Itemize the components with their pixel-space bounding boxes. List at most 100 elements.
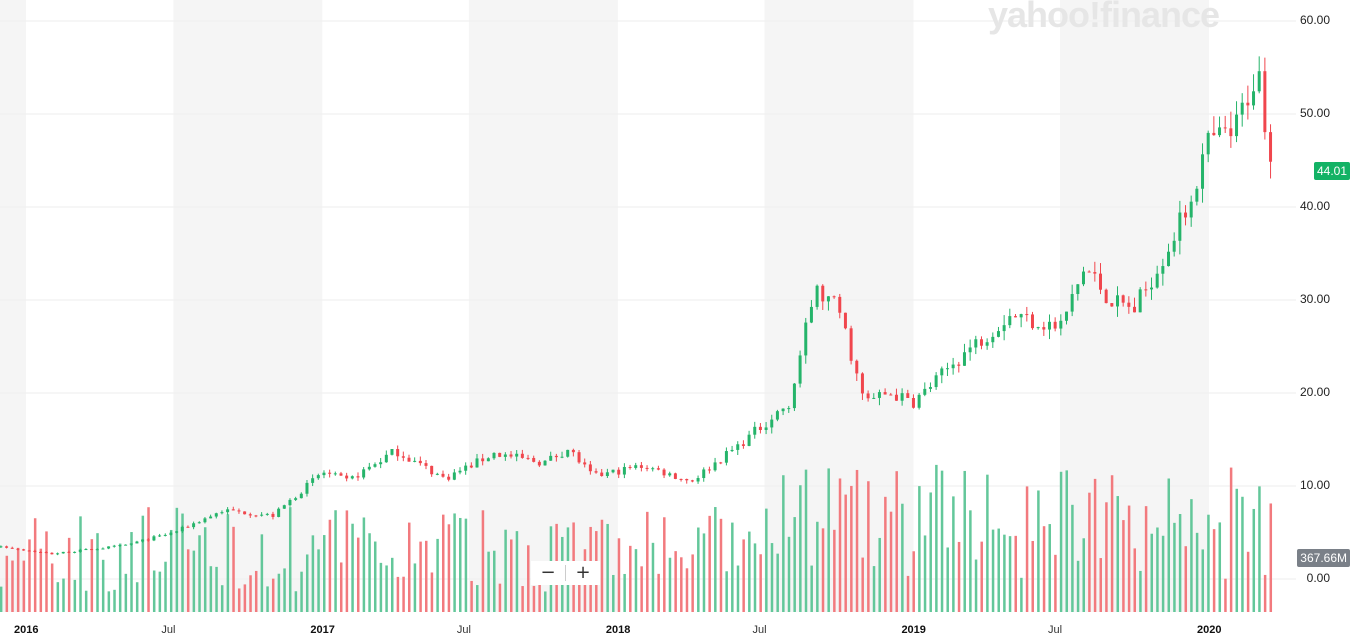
- candle-body: [384, 454, 388, 463]
- volume-bar: [736, 565, 740, 612]
- volume-bar: [527, 545, 530, 612]
- volume-bar: [1059, 471, 1063, 612]
- candle-body: [872, 397, 876, 399]
- candle-body: [724, 451, 728, 463]
- candle-body: [367, 466, 371, 470]
- zoom-separator: [565, 565, 566, 581]
- candle-body: [1155, 273, 1159, 288]
- candle-body: [492, 452, 496, 459]
- volume-bar: [481, 510, 485, 612]
- candle-body: [1150, 287, 1154, 290]
- volume-bar: [850, 485, 853, 612]
- candle-body: [430, 465, 434, 475]
- candle-body: [991, 336, 995, 343]
- volume-bar: [220, 585, 224, 612]
- volume-bar: [753, 543, 757, 612]
- zoom-out-button[interactable]: −: [540, 562, 556, 583]
- volume-bar: [390, 557, 394, 612]
- volume-bar: [407, 522, 411, 612]
- candle-body: [968, 347, 972, 353]
- candle-body: [696, 478, 700, 482]
- volume-bar: [787, 536, 791, 612]
- candle-body: [260, 514, 264, 516]
- volume-bar: [181, 513, 184, 612]
- candle-body: [356, 476, 360, 478]
- volume-bar: [765, 508, 768, 612]
- volume-bar: [1054, 554, 1057, 612]
- y-tick-label: 10.00: [1299, 478, 1330, 492]
- volume-bar: [1116, 496, 1120, 612]
- volume-bar: [833, 529, 836, 612]
- candle-body: [1167, 251, 1171, 267]
- candle-body: [911, 398, 915, 408]
- volume-bar: [1065, 470, 1068, 612]
- volume-bar: [1099, 558, 1102, 612]
- x-tick-label: 2019: [901, 624, 926, 636]
- volume-bar: [612, 574, 615, 612]
- candle-body: [945, 368, 949, 370]
- candle-body: [1206, 132, 1210, 155]
- zoom-in-button[interactable]: +: [575, 562, 591, 583]
- candle-body: [894, 394, 898, 401]
- volume-bar: [356, 537, 360, 612]
- volume-bar: [22, 560, 26, 612]
- candle-body: [1019, 314, 1023, 318]
- volume-bar: [844, 494, 847, 612]
- volume-bar: [1263, 574, 1267, 612]
- candle-body: [141, 539, 145, 542]
- candle-body: [1042, 327, 1046, 330]
- volume-bar: [1269, 503, 1273, 612]
- volume-bar: [67, 537, 71, 612]
- candle-body: [299, 493, 303, 499]
- candle-body: [186, 526, 190, 528]
- candle-body: [1138, 289, 1142, 313]
- volume-bar: [1133, 548, 1137, 612]
- candle-body: [265, 513, 269, 515]
- candle-body: [668, 473, 672, 476]
- x-tick-label: 2017: [310, 624, 335, 636]
- volume-bar: [1144, 506, 1148, 612]
- volume-bar: [680, 557, 683, 612]
- volume-bar: [232, 526, 235, 612]
- shaded-period-band: [0, 0, 26, 612]
- candle-body: [515, 453, 519, 457]
- candle-body: [441, 473, 445, 477]
- candle-body: [373, 464, 377, 467]
- x-tick-label: 2018: [605, 624, 631, 636]
- candle-body: [543, 460, 547, 466]
- candle-body: [520, 453, 524, 458]
- volume-bar: [640, 566, 643, 612]
- candle-body: [923, 388, 927, 395]
- volume-bar: [770, 543, 774, 612]
- candle-body: [1081, 271, 1085, 285]
- volume-bar: [952, 496, 955, 612]
- candle-body: [475, 458, 479, 468]
- volume-bar: [141, 515, 145, 612]
- candle-body: [1212, 132, 1216, 136]
- volume-bar: [1003, 534, 1006, 612]
- volume-bar: [1184, 546, 1188, 612]
- volume-bar: [1246, 551, 1250, 612]
- volume-bar: [1042, 526, 1046, 612]
- candle-body: [1161, 266, 1165, 274]
- candle-body: [526, 457, 530, 459]
- volume-bar: [169, 529, 173, 612]
- volume-bar: [697, 527, 700, 612]
- candle-body: [1076, 284, 1080, 295]
- volume-bar: [969, 510, 972, 612]
- volume-bar: [215, 566, 218, 612]
- candle-body: [1223, 127, 1227, 129]
- shaded-period-band: [468, 0, 618, 612]
- volume-bar: [884, 496, 887, 612]
- candle-body: [566, 449, 570, 457]
- volume-bar: [827, 468, 830, 612]
- volume-bar: [719, 518, 723, 612]
- volume-bar: [1229, 467, 1233, 612]
- candle-body: [877, 392, 881, 398]
- volume-bar: [872, 566, 876, 612]
- last-price-badge: 44.01: [1313, 162, 1350, 180]
- volume-bar: [328, 519, 332, 612]
- candle-body: [237, 510, 241, 512]
